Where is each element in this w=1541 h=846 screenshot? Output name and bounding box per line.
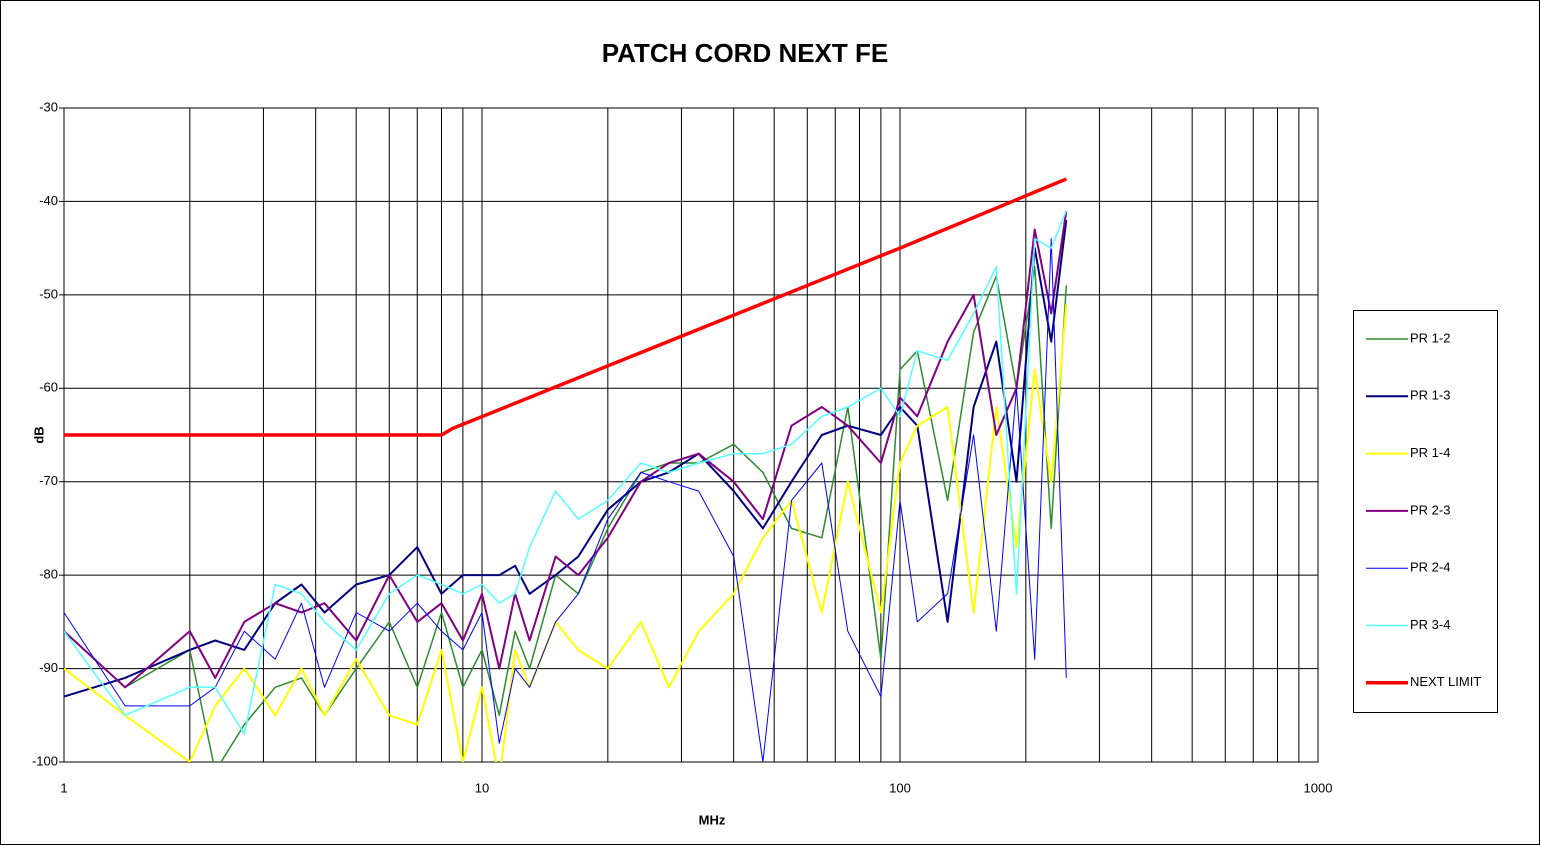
series-line: [64, 304, 1068, 762]
x-tick-label: 10: [475, 780, 489, 795]
legend-label: PR 1-3: [1410, 388, 1450, 403]
legend-label: PR 3-4: [1410, 617, 1450, 632]
y-axis-label: dB: [31, 426, 46, 443]
y-tick-label: -40: [39, 193, 58, 208]
y-tick-label: -90: [39, 660, 58, 675]
legend-label: PR 1-4: [1410, 445, 1450, 460]
legend-label: PR 2-3: [1410, 502, 1450, 517]
series-line: [64, 266, 1068, 762]
y-tick-label: -30: [39, 99, 58, 114]
y-tick-label: -50: [39, 286, 58, 301]
series-line: [64, 219, 1068, 698]
series-line: [64, 238, 1067, 762]
y-tick-label: -70: [39, 473, 58, 488]
y-tick-label: -80: [39, 567, 58, 582]
legend-label: NEXT LIMIT: [1410, 674, 1481, 689]
legend-label: PR 1-2: [1410, 330, 1450, 345]
series-line: [64, 177, 1067, 437]
legend-label: PR 2-4: [1410, 560, 1450, 575]
x-tick-label: 100: [889, 780, 911, 795]
series-line: [64, 210, 1067, 735]
series-group: [64, 177, 1068, 762]
chart-title: PATCH CORD NEXT FE: [602, 38, 888, 68]
y-tick-label: -100: [32, 753, 58, 768]
x-tick-label: 1: [60, 780, 67, 795]
x-tick-label: 1000: [1304, 780, 1333, 795]
y-tick-label: -60: [39, 380, 58, 395]
x-axis-label: MHz: [699, 812, 726, 827]
